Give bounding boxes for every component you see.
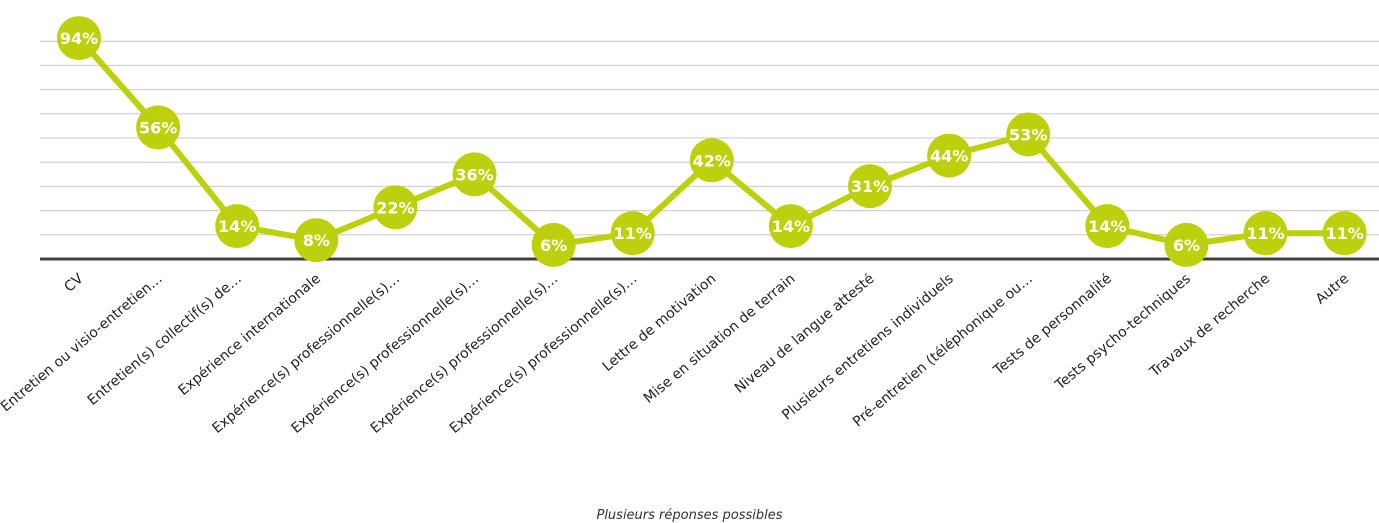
data-label: 56% — [139, 118, 177, 137]
data-point-marker — [531, 222, 576, 267]
data-point: 94% — [57, 16, 101, 61]
data-point-marker — [689, 138, 734, 183]
data-point: 6% — [1164, 222, 1209, 267]
data-point-marker — [1006, 112, 1051, 157]
data-label: 22% — [376, 198, 414, 217]
data-label: 14% — [218, 217, 256, 236]
data-label: 11% — [1325, 224, 1363, 243]
data-point-marker — [136, 105, 181, 150]
category-tick-label: Plusieurs entretiens individuels — [779, 271, 957, 424]
data-label: 6% — [1173, 236, 1200, 255]
data-point-marker — [57, 16, 101, 61]
data-point: 6% — [531, 222, 576, 267]
data-label: 6% — [540, 236, 567, 255]
data-point-marker — [215, 204, 260, 249]
data-point-marker — [1243, 211, 1288, 256]
data-label: 94% — [60, 29, 98, 48]
data-label: 11% — [1246, 224, 1284, 243]
data-label: 31% — [851, 177, 889, 196]
category-tick-label: Entretien ou visio-entretien… — [0, 271, 166, 415]
data-label: 44% — [930, 147, 968, 166]
chart-note: Plusieurs réponses possibles — [596, 508, 783, 523]
data-point: 31% — [848, 164, 892, 209]
data-label: 53% — [1009, 125, 1047, 144]
data-point-marker — [1164, 222, 1209, 267]
data-point: 14% — [1085, 204, 1130, 249]
gridlines — [40, 40, 1379, 236]
category-tick-label: Niveau de langue attesté — [732, 271, 878, 397]
data-point-marker — [927, 133, 972, 178]
data-point: 11% — [610, 211, 655, 256]
data-point-marker — [768, 204, 813, 249]
data-label: 42% — [693, 151, 731, 170]
category-tick-label: Tests psycho-techniques — [1052, 271, 1194, 394]
data-points: 94% 56% 14% 8% 22% 36% 6% 11% 42% 14% 31% 44% 53% 14%… — [57, 16, 1367, 267]
data-label: 11% — [614, 224, 652, 243]
data-point-marker — [452, 152, 497, 197]
data-point: 11% — [1322, 211, 1367, 256]
category-tick-label: Mise en situation de terrain — [641, 271, 799, 407]
category-tick-label: Expérience internationale — [176, 271, 324, 399]
data-point-marker — [373, 185, 418, 230]
category-tick-label: Entretien(s) collectif(s) de… — [85, 271, 245, 409]
data-point-marker — [1085, 204, 1130, 249]
data-point: 22% — [373, 185, 418, 230]
category-tick-label: Autre — [1313, 271, 1352, 308]
data-label: 36% — [455, 165, 493, 184]
data-point-marker — [1322, 211, 1367, 256]
data-point: 14% — [768, 204, 813, 249]
data-point-marker — [848, 164, 892, 209]
category-tick-label: Pré-entretien (téléphonique ou… — [850, 271, 1036, 431]
data-point: 8% — [294, 218, 339, 263]
data-label: 14% — [1088, 217, 1126, 236]
data-point: 14% — [215, 204, 260, 249]
data-point: 53% — [1006, 112, 1051, 157]
data-point: 36% — [452, 152, 497, 197]
data-label: 8% — [303, 231, 330, 250]
line-chart: 94% 56% 14% 8% 22% 36% 6% 11% 42% 14% 31% 44% 53% 14%… — [0, 16, 1379, 437]
data-point: 42% — [689, 138, 734, 183]
data-point: 11% — [1243, 211, 1288, 256]
data-label: 14% — [772, 217, 810, 236]
data-point-marker — [610, 211, 655, 256]
data-point-marker — [294, 218, 339, 263]
data-point: 44% — [927, 133, 972, 178]
data-point: 56% — [136, 105, 181, 150]
category-tick-label: CV — [61, 271, 86, 296]
